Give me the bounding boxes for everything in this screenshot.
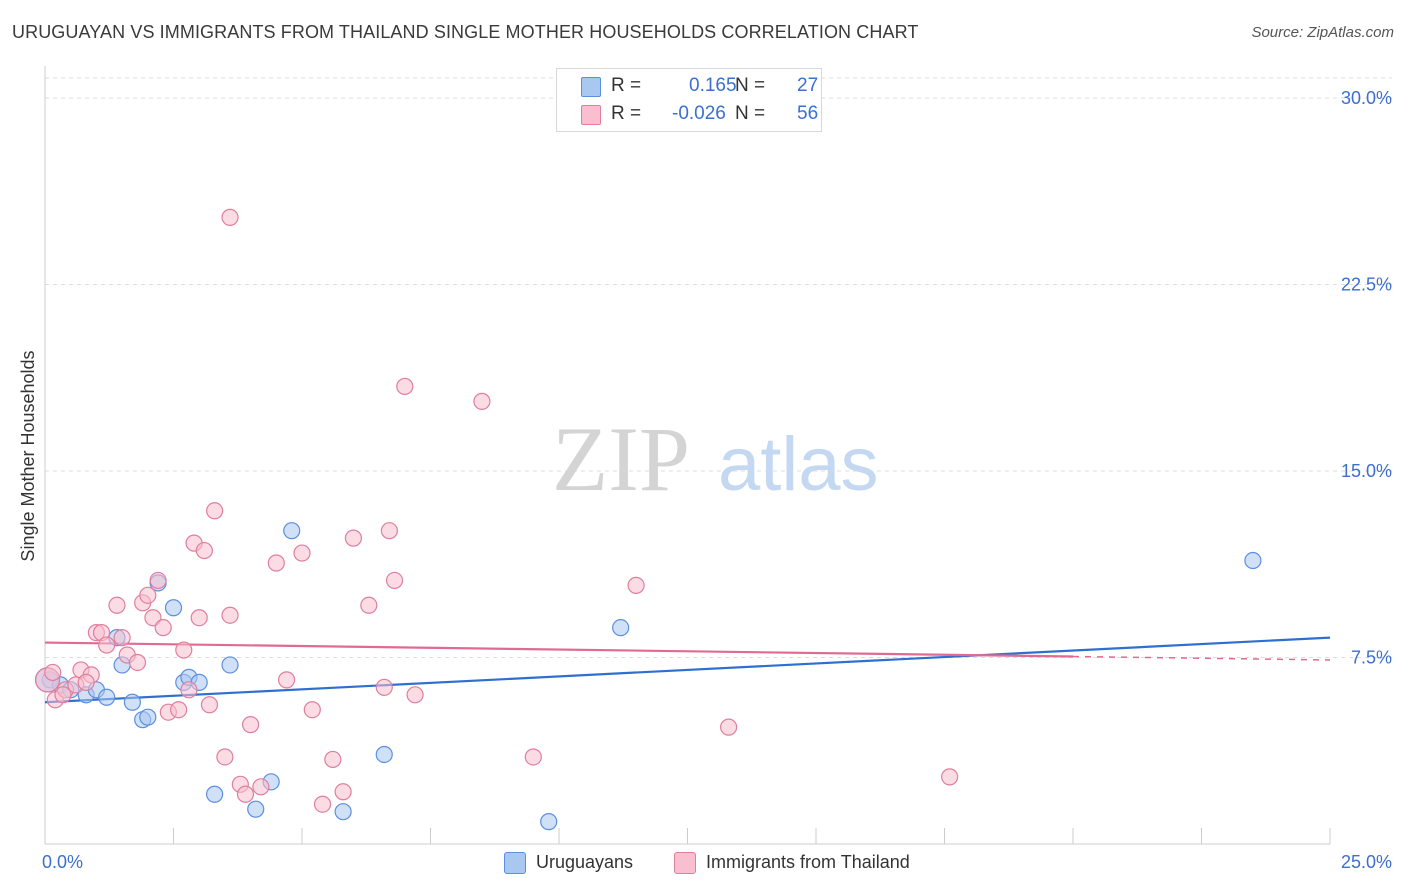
trend-line-thailand bbox=[44, 641, 1074, 658]
legend-r-value-thailand: -0.026 bbox=[672, 103, 726, 124]
legend-r-label: R = bbox=[611, 103, 642, 124]
point-thailand bbox=[941, 768, 959, 786]
legend-n-label: N = bbox=[735, 103, 766, 124]
point-thailand bbox=[324, 750, 342, 769]
point-uruguayans bbox=[221, 656, 239, 674]
point-thailand bbox=[293, 544, 311, 562]
y-tick-label: 7.5% bbox=[1351, 648, 1392, 668]
point-thailand bbox=[627, 576, 645, 594]
point-thailand bbox=[236, 785, 255, 803]
point-uruguayans bbox=[612, 619, 630, 637]
point-thailand bbox=[180, 681, 198, 699]
chart-title: URUGUAYAN VS IMMIGRANTS FROM THAILAND SI… bbox=[12, 22, 919, 42]
point-uruguayans bbox=[247, 800, 265, 818]
legend-r-label: R = bbox=[611, 75, 642, 96]
y-tick-label: 30.0% bbox=[1341, 88, 1392, 108]
point-thailand bbox=[720, 718, 738, 736]
legend-n-value-thailand: 56 bbox=[797, 103, 819, 124]
point-thailand bbox=[303, 701, 321, 719]
point-uruguayans bbox=[139, 708, 157, 726]
point-thailand bbox=[128, 653, 147, 672]
watermark-atlas: atlas bbox=[718, 422, 879, 507]
point-uruguayans bbox=[1244, 551, 1262, 570]
point-thailand bbox=[252, 778, 270, 796]
point-thailand bbox=[149, 571, 167, 590]
point-thailand bbox=[242, 716, 260, 734]
y-tick-label: 22.5% bbox=[1341, 275, 1392, 295]
point-thailand bbox=[216, 748, 234, 766]
y-axis-label: Single Mother Households bbox=[18, 350, 38, 561]
gridlines bbox=[45, 77, 1392, 658]
point-thailand bbox=[54, 686, 72, 704]
point-thailand bbox=[524, 748, 542, 766]
stats-legend: R = 0.165 N = 27 R = -0.026 N = 56 bbox=[556, 68, 822, 132]
trend-line-uruguayans bbox=[44, 636, 1331, 704]
source-label: Source: ZipAtlas.com bbox=[1251, 24, 1394, 41]
point-thailand bbox=[313, 795, 332, 813]
point-thailand bbox=[277, 671, 296, 689]
bottom-legend-thailand: Immigrants from Thailand bbox=[674, 852, 910, 875]
point-thailand bbox=[144, 609, 162, 627]
point-thailand bbox=[473, 392, 491, 410]
point-uruguayans bbox=[206, 785, 224, 803]
point-thailand bbox=[334, 783, 352, 801]
point-uruguayans bbox=[98, 688, 116, 706]
axes bbox=[44, 66, 1331, 845]
point-thailand bbox=[98, 636, 116, 654]
point-uruguayans bbox=[123, 693, 141, 711]
legend-swatch-thailand bbox=[581, 105, 601, 125]
point-uruguayans bbox=[375, 745, 393, 764]
point-thailand bbox=[195, 541, 213, 560]
bottom-legend-swatch-uruguayans bbox=[504, 852, 526, 875]
point-thailand bbox=[170, 701, 188, 719]
point-thailand bbox=[267, 554, 285, 572]
point-thailand bbox=[113, 629, 131, 647]
bottom-legend-uruguayans: Uruguayans bbox=[504, 852, 634, 875]
point-thailand bbox=[206, 502, 224, 520]
legend-r-value-uruguayans: 0.165 bbox=[689, 75, 737, 96]
y-tick-label: 15.0% bbox=[1341, 461, 1392, 481]
legend-n-value-uruguayans: 27 bbox=[797, 75, 819, 96]
trend-line-thailand-dashed bbox=[1072, 655, 1331, 661]
watermark: ZIP atlas bbox=[552, 408, 879, 510]
point-thailand bbox=[108, 596, 126, 614]
point-thailand bbox=[139, 586, 157, 604]
legend-n-label: N = bbox=[735, 75, 766, 96]
point-thailand bbox=[385, 571, 404, 590]
point-thailand bbox=[221, 606, 239, 624]
trend-lines bbox=[44, 636, 1331, 704]
point-uruguayans bbox=[334, 803, 352, 821]
bottom-legend-swatch-thailand bbox=[674, 852, 696, 875]
point-uruguayans bbox=[540, 813, 558, 831]
watermark-zip: ZIP bbox=[552, 408, 690, 510]
x-tick-label-min: 0.0% bbox=[42, 852, 83, 872]
point-thailand bbox=[221, 208, 239, 226]
point-thailand bbox=[200, 696, 219, 714]
point-uruguayans bbox=[164, 599, 183, 617]
bottom-legend-label-thailand: Immigrants from Thailand bbox=[706, 852, 910, 872]
point-thailand bbox=[44, 663, 62, 682]
point-thailand bbox=[344, 529, 362, 547]
point-uruguayans bbox=[283, 522, 301, 540]
point-thailand bbox=[175, 641, 193, 659]
legend-swatch-uruguayans bbox=[581, 77, 601, 97]
point-thailand bbox=[190, 609, 208, 627]
x-tick-label-max: 25.0% bbox=[1341, 852, 1392, 872]
point-thailand bbox=[360, 596, 378, 614]
bottom-legend-label-uruguayans: Uruguayans bbox=[536, 852, 634, 872]
tick-labels: 7.5% 15.0% 22.5% 30.0% 0.0% 25.0% bbox=[42, 88, 1392, 872]
data-points bbox=[34, 208, 1262, 831]
point-thailand bbox=[380, 522, 398, 540]
point-thailand bbox=[77, 673, 95, 691]
point-thailand bbox=[396, 377, 414, 396]
point-thailand bbox=[375, 678, 393, 696]
point-thailand bbox=[154, 619, 172, 637]
point-thailand bbox=[406, 686, 424, 704]
